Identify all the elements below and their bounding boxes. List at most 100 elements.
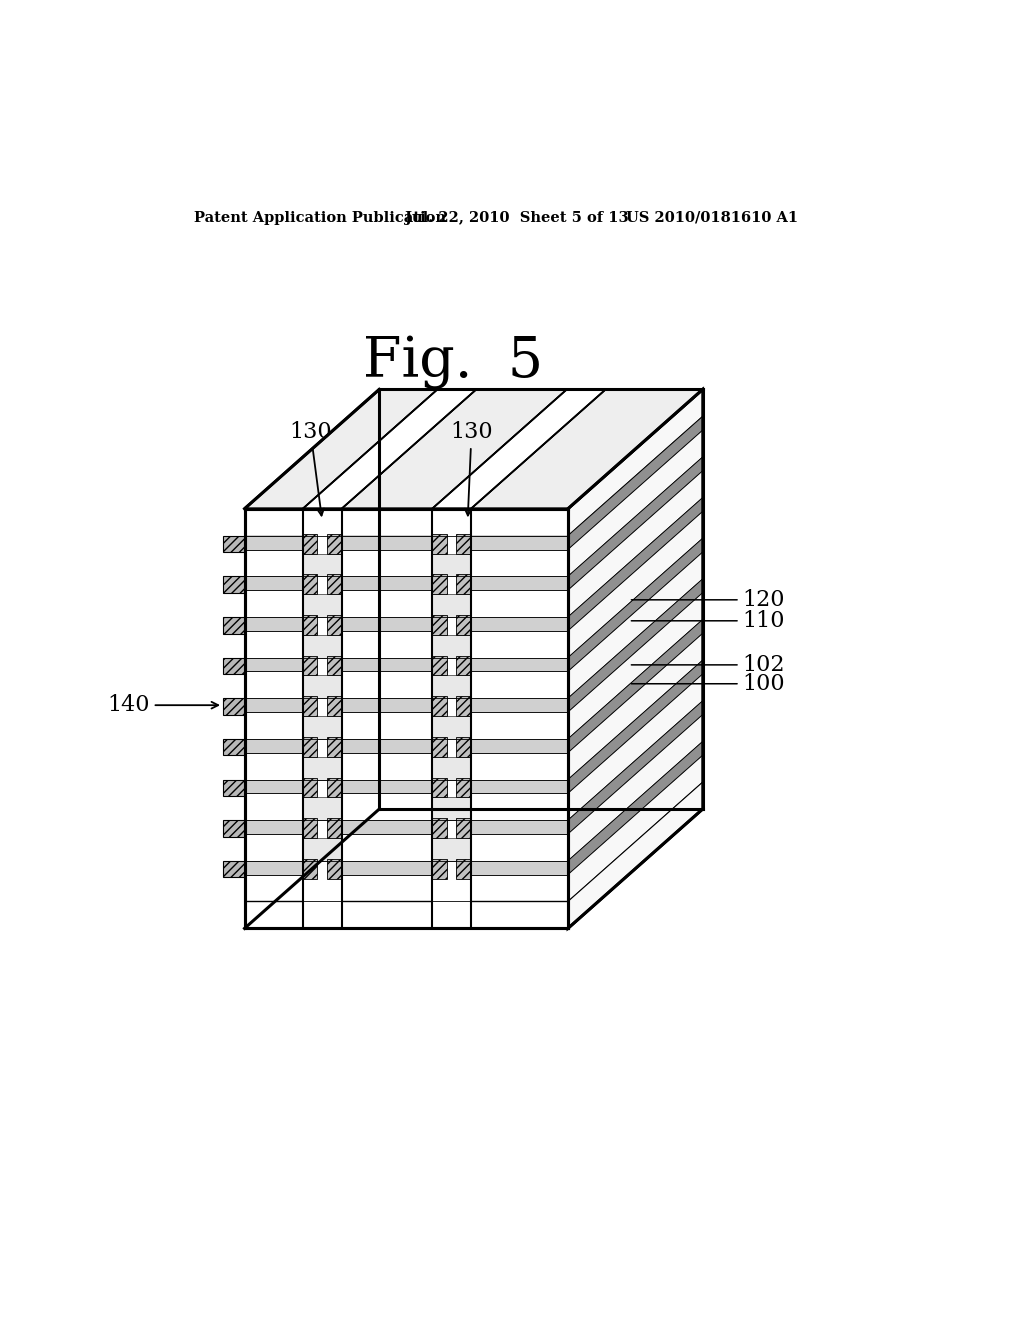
Polygon shape: [432, 676, 471, 698]
Polygon shape: [327, 696, 342, 717]
Polygon shape: [223, 739, 245, 755]
Polygon shape: [432, 696, 446, 717]
Polygon shape: [568, 457, 702, 590]
Polygon shape: [223, 780, 245, 796]
Polygon shape: [432, 574, 446, 594]
Polygon shape: [245, 549, 568, 577]
Polygon shape: [245, 711, 568, 739]
Text: US 2010/0181610 A1: US 2010/0181610 A1: [627, 211, 799, 224]
Polygon shape: [303, 389, 476, 508]
Polygon shape: [303, 676, 342, 698]
Polygon shape: [303, 553, 342, 577]
Polygon shape: [432, 717, 471, 739]
Polygon shape: [568, 552, 702, 698]
Polygon shape: [568, 701, 702, 834]
Polygon shape: [303, 737, 317, 756]
Polygon shape: [456, 859, 471, 879]
Polygon shape: [432, 553, 471, 577]
Polygon shape: [245, 752, 568, 780]
Polygon shape: [223, 657, 245, 675]
Polygon shape: [568, 755, 702, 902]
Polygon shape: [327, 818, 342, 838]
Polygon shape: [245, 809, 702, 928]
Polygon shape: [568, 471, 702, 616]
Polygon shape: [245, 508, 568, 536]
Polygon shape: [223, 616, 245, 634]
Polygon shape: [568, 619, 702, 752]
Polygon shape: [303, 756, 342, 780]
Polygon shape: [223, 577, 245, 593]
Polygon shape: [568, 498, 702, 631]
Polygon shape: [245, 780, 568, 793]
Polygon shape: [327, 533, 342, 553]
Polygon shape: [223, 536, 245, 552]
Text: 100: 100: [632, 673, 785, 694]
Polygon shape: [327, 656, 342, 676]
Polygon shape: [245, 631, 568, 657]
Polygon shape: [456, 777, 471, 797]
Polygon shape: [303, 594, 342, 616]
Polygon shape: [327, 574, 342, 594]
Polygon shape: [568, 742, 702, 875]
Polygon shape: [432, 777, 446, 797]
Text: 110: 110: [632, 610, 785, 632]
Polygon shape: [327, 777, 342, 797]
Polygon shape: [327, 737, 342, 756]
Polygon shape: [303, 818, 317, 838]
Polygon shape: [303, 797, 342, 820]
Polygon shape: [245, 739, 568, 752]
Polygon shape: [568, 579, 702, 711]
Polygon shape: [432, 656, 446, 676]
Polygon shape: [432, 508, 471, 928]
Polygon shape: [245, 793, 568, 820]
Polygon shape: [245, 672, 568, 698]
Polygon shape: [432, 818, 446, 838]
Polygon shape: [456, 533, 471, 553]
Text: Fig.  5: Fig. 5: [364, 334, 543, 388]
Polygon shape: [303, 615, 317, 635]
Polygon shape: [303, 533, 317, 553]
Polygon shape: [456, 818, 471, 838]
Polygon shape: [303, 635, 342, 657]
Polygon shape: [223, 820, 245, 837]
Polygon shape: [432, 859, 446, 879]
Polygon shape: [327, 859, 342, 879]
Polygon shape: [568, 714, 702, 861]
Polygon shape: [432, 635, 471, 657]
Polygon shape: [303, 508, 342, 928]
Polygon shape: [568, 539, 702, 672]
Polygon shape: [568, 781, 702, 928]
Polygon shape: [432, 797, 471, 820]
Polygon shape: [245, 577, 568, 590]
Polygon shape: [432, 594, 471, 616]
Polygon shape: [568, 634, 702, 780]
Polygon shape: [568, 430, 702, 577]
Polygon shape: [245, 698, 568, 711]
Polygon shape: [456, 737, 471, 756]
Polygon shape: [245, 902, 568, 928]
Polygon shape: [432, 838, 471, 861]
Polygon shape: [245, 820, 568, 834]
Polygon shape: [245, 389, 437, 508]
Polygon shape: [568, 660, 702, 793]
Polygon shape: [223, 698, 245, 715]
Polygon shape: [432, 389, 605, 508]
Polygon shape: [432, 533, 446, 553]
Polygon shape: [245, 616, 568, 631]
Polygon shape: [245, 657, 568, 672]
Polygon shape: [568, 511, 702, 657]
Text: Jul. 22, 2010  Sheet 5 of 13: Jul. 22, 2010 Sheet 5 of 13: [404, 211, 629, 224]
Polygon shape: [432, 756, 471, 780]
Polygon shape: [471, 389, 702, 508]
Polygon shape: [456, 574, 471, 594]
Polygon shape: [327, 615, 342, 635]
Polygon shape: [456, 615, 471, 635]
Polygon shape: [303, 574, 317, 594]
Polygon shape: [568, 593, 702, 739]
Text: Patent Application Publication: Patent Application Publication: [194, 211, 445, 224]
Text: 140: 140: [108, 694, 218, 717]
Polygon shape: [245, 536, 568, 549]
Polygon shape: [432, 615, 446, 635]
Polygon shape: [432, 737, 446, 756]
Text: 102: 102: [632, 653, 785, 676]
